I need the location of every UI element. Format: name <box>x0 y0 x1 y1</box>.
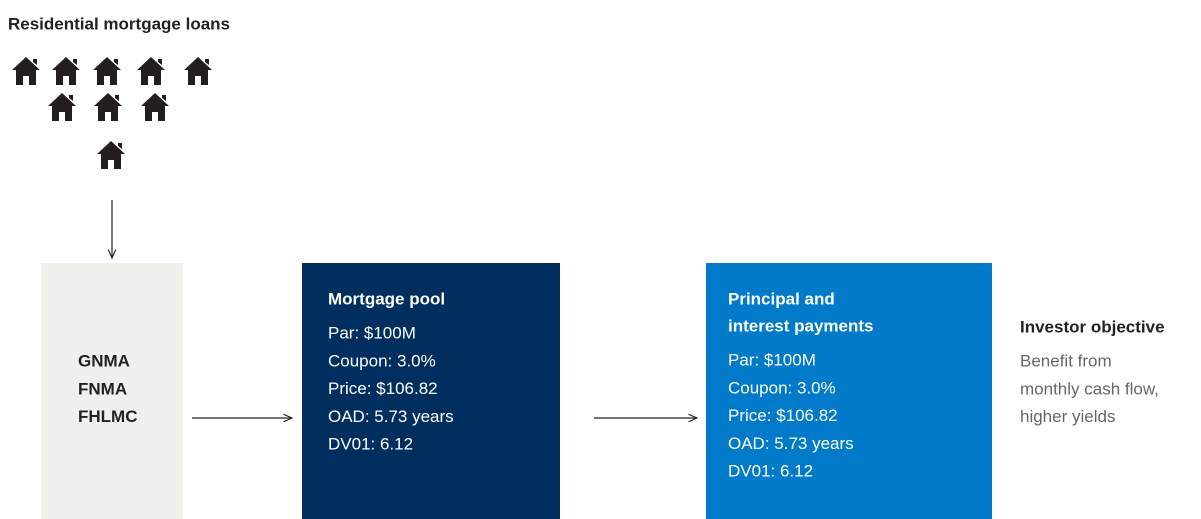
node-line: Coupon: 3.0% <box>728 378 836 397</box>
node-line: monthly cash flow, <box>1020 379 1159 398</box>
source-box <box>41 263 183 519</box>
node-title: interest payments <box>728 316 874 335</box>
payments-box <box>706 263 992 519</box>
node-line: GNMA <box>78 351 130 370</box>
title: Residential mortgage loans <box>8 14 230 33</box>
node-line: FHLMC <box>78 407 137 426</box>
houses <box>12 57 212 169</box>
node-line: Coupon: 3.0% <box>328 351 436 370</box>
node-line: OAD: 5.73 years <box>728 434 854 453</box>
node-line: DV01: 6.12 <box>328 435 413 454</box>
node-line: Par: $100M <box>728 350 816 369</box>
node-line: Benefit from <box>1020 351 1112 370</box>
node-line: DV01: 6.12 <box>728 462 813 481</box>
node-line: Price: $106.82 <box>328 379 438 398</box>
pool-box <box>302 263 560 519</box>
node-line: Par: $100M <box>328 323 416 342</box>
node-title: Investor objective <box>1020 317 1165 336</box>
node-line: higher yields <box>1020 407 1115 426</box>
node-line: Price: $106.82 <box>728 406 838 425</box>
node-line: FNMA <box>78 379 127 398</box>
node-title: Principal and <box>728 289 835 308</box>
node-title: Mortgage pool <box>328 289 445 308</box>
node-line: OAD: 5.73 years <box>328 407 454 426</box>
